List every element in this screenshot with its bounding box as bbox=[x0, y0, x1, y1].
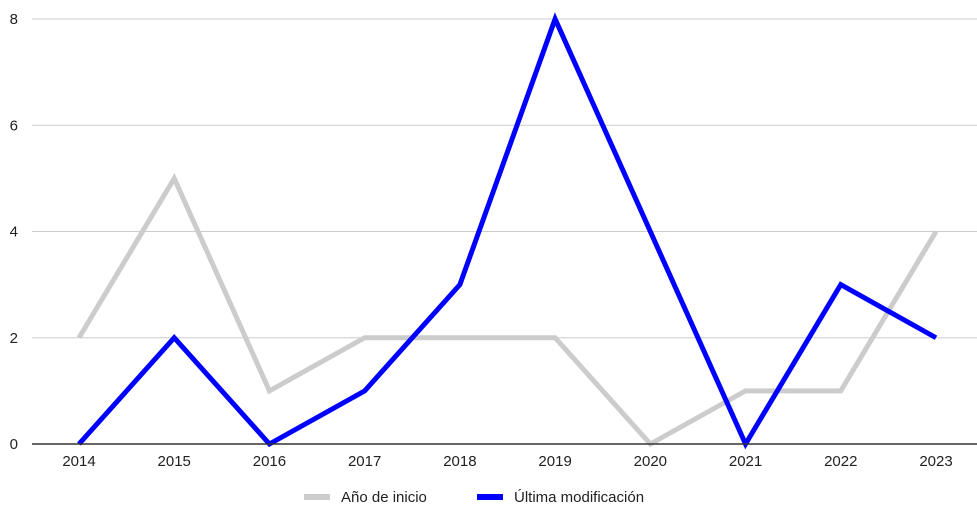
y-tick-label-6: 6 bbox=[10, 117, 18, 134]
legend-swatch-2 bbox=[477, 494, 503, 500]
series-line-1 bbox=[76, 172, 939, 448]
legend-swatch-1 bbox=[304, 494, 330, 500]
x-tick-label-2020: 2020 bbox=[634, 453, 667, 470]
x-tick-label-2014: 2014 bbox=[62, 453, 95, 470]
x-axis: 2014 2015 2016 2017 2018 2019 2020 2021 2022 2023 bbox=[62, 453, 952, 470]
y-tick-label-0: 0 bbox=[10, 436, 18, 453]
x-tick-label-2023: 2023 bbox=[919, 453, 952, 470]
legend: Año de inicio Última modificación bbox=[304, 489, 644, 506]
x-tick-label-2018: 2018 bbox=[443, 453, 476, 470]
x-tick-label-2017: 2017 bbox=[348, 453, 381, 470]
legend-label-1: Año de inicio bbox=[341, 489, 427, 506]
x-tick-label-2021: 2021 bbox=[729, 453, 762, 470]
y-axis: 0 2 4 6 8 bbox=[10, 11, 18, 453]
y-tick-label-2: 2 bbox=[10, 330, 18, 347]
legend-item-1: Año de inicio bbox=[304, 489, 427, 506]
legend-label-2: Última modificación bbox=[514, 489, 644, 506]
x-tick-label-2016: 2016 bbox=[253, 453, 286, 470]
y-tick-label-4: 4 bbox=[10, 224, 18, 241]
series-2 bbox=[77, 12, 938, 450]
x-tick-label-2022: 2022 bbox=[824, 453, 857, 470]
series-line-2 bbox=[77, 12, 938, 450]
series-1 bbox=[76, 172, 939, 448]
series-layer bbox=[32, 12, 977, 450]
y-tick-label-8: 8 bbox=[10, 11, 18, 28]
x-tick-label-2015: 2015 bbox=[158, 453, 191, 470]
legend-item-2: Última modificación bbox=[477, 489, 644, 506]
x-tick-label-2019: 2019 bbox=[538, 453, 571, 470]
